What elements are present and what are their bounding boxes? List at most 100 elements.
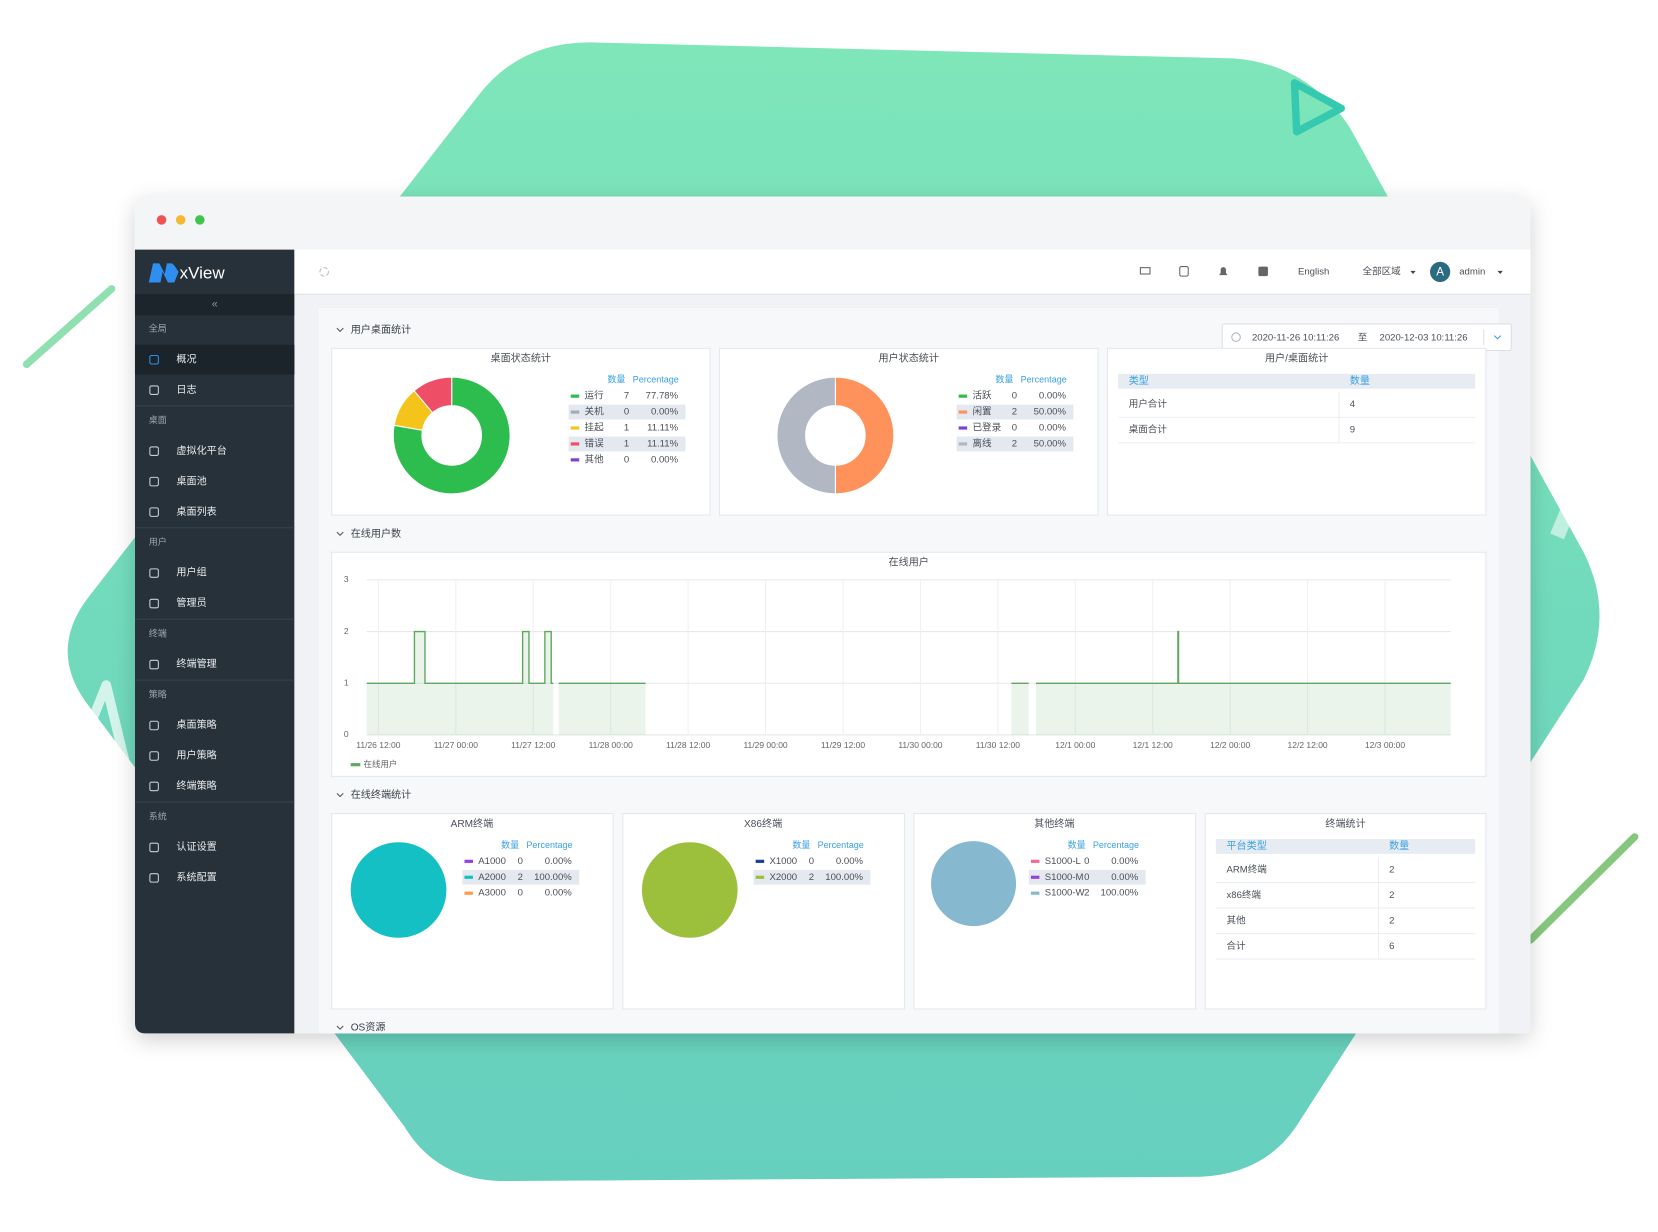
legend-swatch: [958, 442, 968, 446]
legend-header: 数量: [1068, 839, 1086, 850]
table-cell: 桌面合计: [1129, 424, 1168, 436]
legend-count: 2: [518, 872, 523, 883]
pie-slice: [350, 842, 447, 938]
sidebar-item[interactable]: 虚拟化平台: [176, 444, 226, 457]
legend-header: 数量: [792, 839, 810, 850]
table-cell: 6: [1389, 941, 1394, 952]
legend-swatch: [1030, 891, 1040, 895]
legend-count: 1: [624, 423, 629, 434]
legend-row-shade: [568, 404, 686, 420]
sidebar-item[interactable]: 认证设置: [176, 840, 216, 853]
sidebar-collapse[interactable]: [134, 294, 295, 316]
refresh-icon[interactable]: [319, 267, 329, 277]
sidebar-item[interactable]: 系统配置: [176, 871, 216, 884]
legend-count: 0: [518, 888, 523, 899]
sidebar-item[interactable]: 概况: [176, 352, 196, 365]
doc-icon[interactable]: [1179, 266, 1189, 277]
table-cell: 2: [1389, 890, 1394, 901]
language-switch[interactable]: English: [1298, 266, 1329, 277]
window-close[interactable]: [156, 215, 167, 225]
sidebar-item[interactable]: 终端管理: [176, 657, 216, 670]
legend-label: 关机: [585, 406, 605, 418]
line-area: [1011, 683, 1029, 735]
sidebar-item[interactable]: 管理员: [176, 596, 206, 609]
menu-icon: [149, 476, 159, 487]
user-menu[interactable]: admin: [1459, 266, 1485, 277]
sidebar-section-title: 系统: [149, 810, 167, 821]
collapse-chevron: [336, 327, 344, 333]
legend-count: 0: [624, 407, 629, 418]
region-select[interactable]: 全部区域: [1363, 265, 1402, 277]
decor-triangle: [1290, 79, 1345, 136]
chart-title: ARM终端: [451, 817, 494, 830]
sidebar-active: [134, 344, 295, 375]
legend-swatch: [1030, 859, 1040, 863]
sidebar-item[interactable]: 桌面策略: [176, 718, 216, 731]
window-minimize[interactable]: [175, 215, 186, 225]
sidebar: [134, 249, 295, 1034]
date-start: 2020-11-26 10:11:26: [1252, 332, 1339, 343]
picker-caret[interactable]: [1493, 335, 1502, 340]
help-icon[interactable]: [1258, 266, 1268, 277]
legend-label: 在线用户: [363, 759, 397, 769]
x-tick-label: 11/27 00:00: [434, 740, 478, 750]
legend-header: Percentage: [526, 840, 572, 850]
sidebar-item[interactable]: 用户组: [176, 566, 206, 579]
clock-icon: [1231, 332, 1241, 342]
decor-triangle: [37, 680, 149, 850]
legend-swatch: [958, 410, 968, 414]
legend-swatch: [958, 394, 968, 398]
table-header: [1118, 373, 1476, 389]
pie-slice: [776, 376, 836, 495]
y-tick-label: 3: [344, 574, 349, 584]
legend-percent: 11.11%: [647, 423, 678, 434]
table-cell: 2: [1389, 915, 1394, 926]
menu-icon: [149, 751, 159, 761]
legend-swatch: [464, 875, 473, 879]
menu-icon: [149, 873, 159, 883]
table-header-cell: 数量: [1389, 839, 1409, 852]
legend-percent: 0.00%: [651, 454, 679, 465]
pie-slice: [392, 376, 511, 495]
sidebar-section-title: 全局: [149, 323, 167, 334]
chart-title: 桌面状态统计: [491, 352, 552, 365]
legend-count: 2: [1084, 888, 1089, 899]
legend-percent: 77.78%: [646, 391, 679, 402]
sidebar-item[interactable]: 用户策略: [176, 749, 216, 762]
sidebar-item[interactable]: 桌面池: [176, 474, 206, 487]
bell-icon[interactable]: [1219, 267, 1228, 276]
table-cell: 用户合计: [1129, 398, 1168, 410]
legend-label: A3000: [478, 888, 506, 899]
legend-percent: 100.00%: [534, 872, 572, 883]
y-tick-label: 2: [344, 626, 349, 636]
legend-count: 2: [1012, 407, 1017, 418]
legend-swatch: [570, 394, 580, 398]
legend-percent: 100.00%: [1101, 888, 1139, 899]
table-cell: 其他: [1226, 914, 1246, 926]
table-header: [1215, 839, 1476, 854]
sidebar-item[interactable]: 日志: [176, 383, 196, 396]
menu-icon: [149, 659, 159, 670]
legend-percent: 50.00%: [1034, 438, 1067, 449]
legend-swatch: [464, 891, 473, 895]
monitor-icon[interactable]: [1139, 267, 1151, 275]
table-header-cell: 平台类型: [1226, 839, 1266, 852]
sidebar-item[interactable]: 桌面列表: [176, 505, 216, 518]
section-title: 在线用户数: [351, 527, 401, 540]
legend-label: 闲置: [972, 407, 992, 418]
window-maximize[interactable]: [195, 215, 205, 225]
sidebar-item[interactable]: 终端策略: [176, 779, 216, 792]
legend-label: 错误: [585, 437, 605, 449]
table-cell: 4: [1350, 399, 1356, 410]
table-cell: ARM终端: [1226, 863, 1267, 875]
legend-percent: 11.11%: [647, 438, 678, 449]
avatar[interactable]: [1430, 261, 1451, 282]
avatar-letter: A: [1436, 266, 1444, 279]
collapse-icon[interactable]: «: [212, 299, 218, 311]
x-tick-label: 11/29 12:00: [821, 740, 865, 750]
legend-percent: 0.00%: [1111, 872, 1139, 883]
y-tick-label: 1: [344, 678, 349, 688]
legend-percent: 0.00%: [545, 888, 573, 899]
legend-header: Percentage: [1093, 840, 1139, 850]
legend-row-shade: [956, 404, 1074, 420]
